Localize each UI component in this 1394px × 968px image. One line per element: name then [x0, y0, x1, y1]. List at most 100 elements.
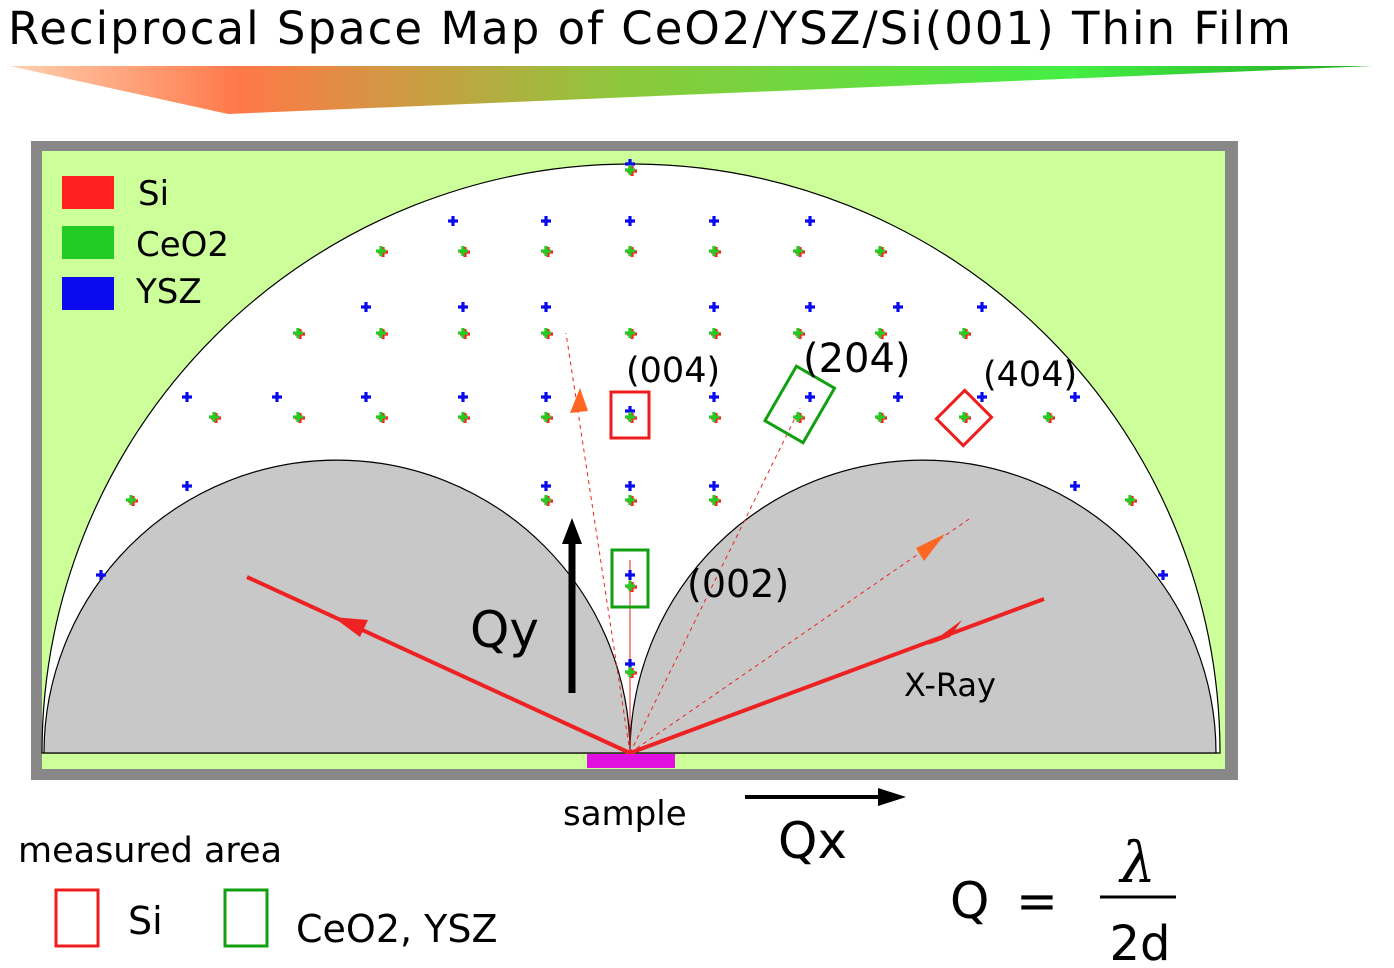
ysz-lattice-point — [361, 392, 371, 402]
ceo2-lattice-point — [875, 246, 885, 256]
ceo2-lattice-point — [541, 412, 551, 422]
incident-xray-beam — [629, 597, 1045, 755]
measured-area-key-si — [54, 888, 100, 948]
ysz-lattice-point — [182, 481, 192, 491]
formula-denominator: 2d — [1109, 916, 1170, 968]
ceo2-lattice-point — [625, 495, 635, 505]
ysz-lattice-point — [805, 302, 815, 312]
legend-label-ysz: YSZ — [135, 272, 202, 312]
orange-arrowhead-left — [570, 388, 588, 413]
qy-axis-label: Qy — [470, 601, 539, 659]
ceo2-lattice-point — [458, 246, 468, 256]
diffracted-xray-beam — [246, 575, 631, 755]
ysz-lattice-point — [805, 216, 815, 226]
ceo2-lattice-point — [625, 412, 635, 422]
ysz-lattice-point — [625, 216, 635, 226]
ysz-lattice-point — [977, 392, 987, 402]
legend-swatch-ysz — [62, 277, 114, 310]
legend-swatch-si — [62, 176, 114, 209]
qy-arrowhead — [562, 518, 582, 544]
ceo2-lattice-point — [875, 328, 885, 338]
ceo2-lattice-point — [541, 495, 551, 505]
ysz-lattice-point — [96, 570, 106, 580]
ceo2-lattice-point — [625, 328, 635, 338]
ysz-lattice-point — [458, 392, 468, 402]
incident-beam-arrowhead — [928, 620, 962, 645]
measured-area-si-404 — [934, 388, 994, 448]
ceo2-lattice-point — [541, 328, 551, 338]
ceo2-lattice-point — [875, 412, 885, 422]
ysz-lattice-point — [272, 392, 282, 402]
ysz-lattice-point — [977, 302, 987, 312]
reflection-label-204: (204) — [803, 336, 911, 382]
ceo2-lattice-point — [959, 328, 969, 338]
measured-area-key-si-label: Si — [128, 899, 163, 943]
qx-arrowhead — [878, 788, 906, 806]
diffracted-beam-arrowhead — [333, 617, 368, 637]
measured-area-ceo2-ysz-002 — [610, 548, 650, 609]
ceo2-lattice-point — [709, 328, 719, 338]
ysz-lattice-point — [541, 392, 551, 402]
ysz-lattice-point — [458, 302, 468, 312]
title-banner — [10, 66, 1372, 114]
ceo2-lattice-point — [793, 328, 803, 338]
qx-axis-label: Qx — [778, 812, 847, 870]
right-forbidden-region — [629, 459, 1217, 754]
orange-arrowhead-right — [916, 534, 945, 561]
reciprocal-lattice-points — [96, 159, 1168, 678]
ysz-lattice-point — [541, 481, 551, 491]
legend-swatch-ceo2 — [62, 226, 114, 259]
measured-area-key-ceo2-ysz-label: CeO2, YSZ — [296, 907, 498, 951]
ceo2-lattice-point — [458, 328, 468, 338]
ysz-lattice-point — [361, 302, 371, 312]
ysz-lattice-point — [625, 481, 635, 491]
sample — [587, 754, 675, 768]
measured-area-heading: measured area — [18, 831, 282, 871]
reflection-label-004: (004) — [626, 351, 720, 391]
ysz-lattice-point — [1158, 570, 1168, 580]
formula-lhs: Q — [950, 872, 989, 930]
legend-label-ceo2: CeO2 — [136, 225, 229, 265]
formula-numerator: λ — [1118, 831, 1156, 896]
ceo2-lattice-point — [458, 412, 468, 422]
ceo2-lattice-point — [1043, 412, 1053, 422]
ysz-lattice-point — [541, 216, 551, 226]
measured-area-ceo2-ysz-204 — [762, 364, 837, 445]
ceo2-lattice-point — [709, 495, 719, 505]
ysz-lattice-point — [709, 392, 719, 402]
measured-area-si-004 — [609, 390, 651, 440]
diagram-title: Reciprocal Space Map of CeO2/YSZ/Si(001)… — [8, 2, 1293, 55]
ceo2-lattice-point — [376, 412, 386, 422]
ysz-lattice-point — [1070, 481, 1080, 491]
formula-equals: = — [1016, 872, 1058, 930]
ceo2-lattice-point — [793, 246, 803, 256]
legend-label-si: Si — [138, 174, 169, 214]
ceo2-lattice-point — [625, 246, 635, 256]
ysz-lattice-point — [625, 570, 635, 580]
ysz-lattice-point — [541, 302, 551, 312]
ceo2-lattice-point — [376, 246, 386, 256]
ceo2-lattice-point — [293, 412, 303, 422]
ysz-lattice-point — [805, 392, 815, 402]
ceo2-lattice-point — [709, 412, 719, 422]
ysz-lattice-point — [709, 216, 719, 226]
reflection-label-404: (404) — [983, 355, 1077, 395]
ceo2-lattice-point — [959, 412, 969, 422]
ysz-lattice-point — [182, 392, 192, 402]
ysz-lattice-point — [709, 481, 719, 491]
ceo2-lattice-point — [625, 581, 635, 591]
ceo2-lattice-point — [376, 328, 386, 338]
ysz-lattice-point — [709, 302, 719, 312]
ceo2-lattice-point — [293, 328, 303, 338]
reflection-label-002: (002) — [687, 562, 789, 606]
sample-label: sample — [563, 794, 687, 834]
left-forbidden-region — [43, 459, 631, 754]
measured-area-key-ceo2-ysz — [223, 888, 269, 948]
ceo2-lattice-point — [126, 495, 136, 505]
xray-label: X-Ray — [904, 666, 996, 704]
ysz-lattice-point — [893, 392, 903, 402]
ceo2-lattice-point — [1125, 495, 1135, 505]
ysz-lattice-point — [893, 302, 903, 312]
ysz-lattice-point — [448, 216, 458, 226]
